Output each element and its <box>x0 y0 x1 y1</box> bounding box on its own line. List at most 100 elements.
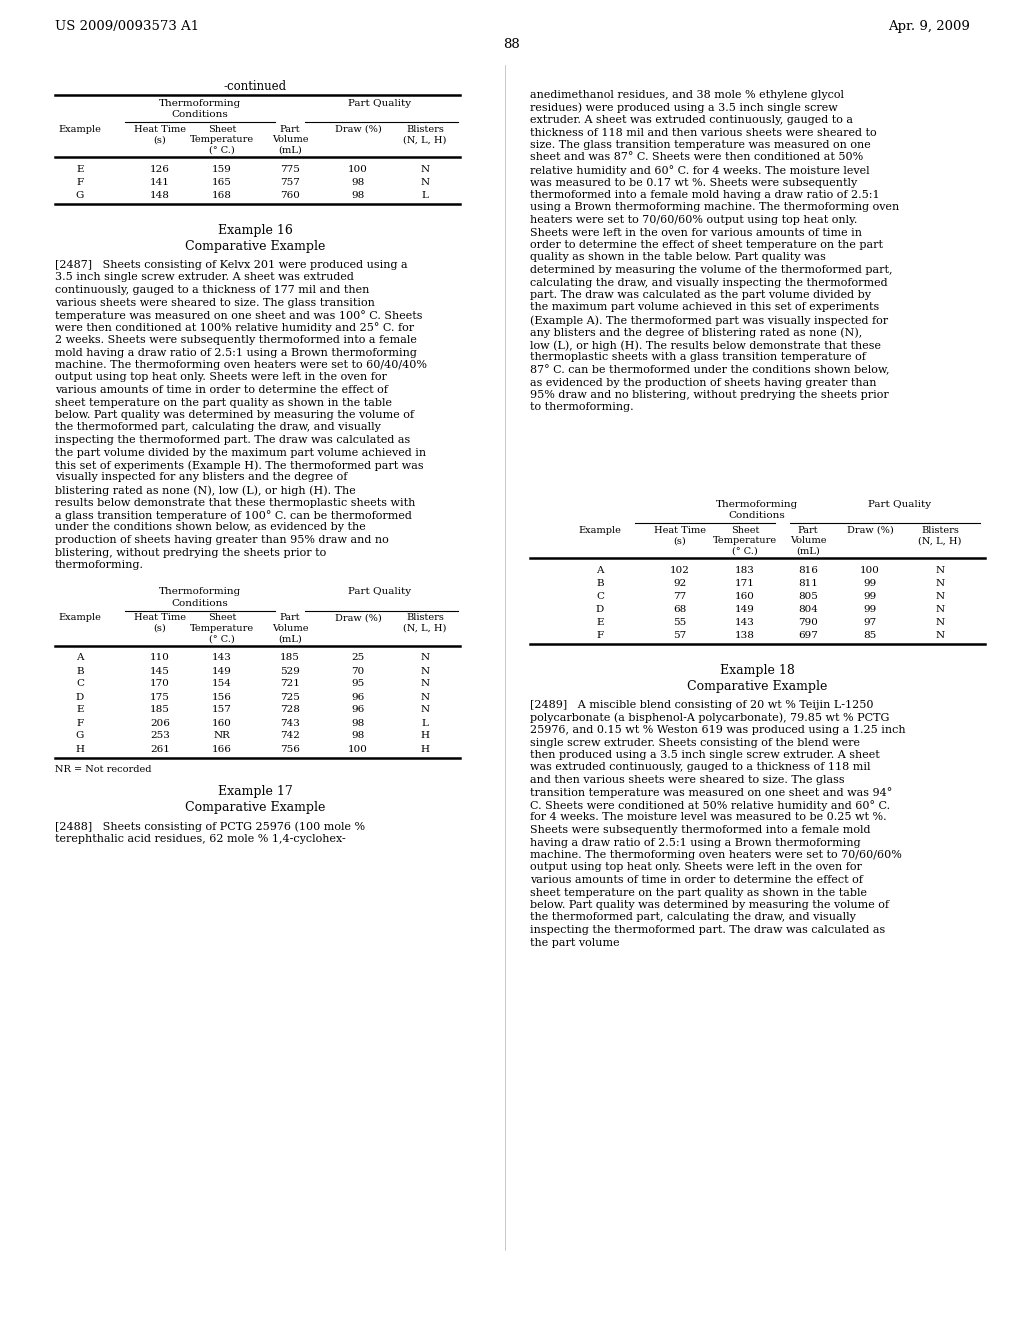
Text: Draw (%): Draw (%) <box>335 614 381 623</box>
Text: 143: 143 <box>735 618 755 627</box>
Text: 143: 143 <box>212 653 232 663</box>
Text: 87° C. can be thermoformed under the conditions shown below,: 87° C. can be thermoformed under the con… <box>530 366 890 376</box>
Text: Heat Time
(s): Heat Time (s) <box>134 125 186 144</box>
Text: 98: 98 <box>351 731 365 741</box>
Text: 160: 160 <box>212 718 232 727</box>
Text: Example 17: Example 17 <box>218 785 293 799</box>
Text: output using top heat only. Sheets were left in the oven for: output using top heat only. Sheets were … <box>530 862 862 873</box>
Text: Part Quality: Part Quality <box>868 500 932 510</box>
Text: Blisters
(N, L, H): Blisters (N, L, H) <box>403 125 446 144</box>
Text: 757: 757 <box>280 178 300 187</box>
Text: G: G <box>76 191 84 201</box>
Text: 175: 175 <box>151 693 170 701</box>
Text: [2488]   Sheets consisting of PCTG 25976 (100 mole %: [2488] Sheets consisting of PCTG 25976 (… <box>55 821 366 832</box>
Text: 790: 790 <box>798 618 818 627</box>
Text: L: L <box>422 718 428 727</box>
Text: 183: 183 <box>735 566 755 576</box>
Text: NR = Not recorded: NR = Not recorded <box>55 766 152 775</box>
Text: below. Part quality was determined by measuring the volume of: below. Part quality was determined by me… <box>55 411 414 420</box>
Text: machine. The thermoforming oven heaters were set to 60/40/40%: machine. The thermoforming oven heaters … <box>55 360 427 370</box>
Text: using a Brown thermoforming machine. The thermoforming oven: using a Brown thermoforming machine. The… <box>530 202 899 213</box>
Text: Part
Volume
(mL): Part Volume (mL) <box>790 525 826 556</box>
Text: thermoplastic sheets with a glass transition temperature of: thermoplastic sheets with a glass transi… <box>530 352 866 363</box>
Text: single screw extruder. Sheets consisting of the blend were: single screw extruder. Sheets consisting… <box>530 738 860 747</box>
Text: 811: 811 <box>798 579 818 587</box>
Text: 96: 96 <box>351 693 365 701</box>
Text: Sheet
Temperature
(° C.): Sheet Temperature (° C.) <box>189 125 254 154</box>
Text: Example: Example <box>58 125 101 135</box>
Text: residues) were produced using a 3.5 inch single screw: residues) were produced using a 3.5 inch… <box>530 103 838 114</box>
Text: N: N <box>936 631 944 640</box>
Text: 725: 725 <box>280 693 300 701</box>
Text: 165: 165 <box>212 178 232 187</box>
Text: 92: 92 <box>674 579 687 587</box>
Text: N: N <box>936 618 944 627</box>
Text: to thermoforming.: to thermoforming. <box>530 403 634 412</box>
Text: Example: Example <box>58 614 101 623</box>
Text: 170: 170 <box>151 680 170 689</box>
Text: 57: 57 <box>674 631 687 640</box>
Text: mold having a draw ratio of 2.5:1 using a Brown thermoforming: mold having a draw ratio of 2.5:1 using … <box>55 347 417 358</box>
Text: 816: 816 <box>798 566 818 576</box>
Text: NR: NR <box>214 731 230 741</box>
Text: C: C <box>596 591 604 601</box>
Text: having a draw ratio of 2.5:1 using a Brown thermoforming: having a draw ratio of 2.5:1 using a Bro… <box>530 837 860 847</box>
Text: a glass transition temperature of 100° C. can be thermoformed: a glass transition temperature of 100° C… <box>55 510 412 521</box>
Text: thermoformed into a female mold having a draw ratio of 2.5:1: thermoformed into a female mold having a… <box>530 190 880 201</box>
Text: 95: 95 <box>351 680 365 689</box>
Text: results below demonstrate that these thermoplastic sheets with: results below demonstrate that these the… <box>55 498 416 507</box>
Text: 253: 253 <box>151 731 170 741</box>
Text: 100: 100 <box>348 165 368 174</box>
Text: and then various sheets were sheared to size. The glass: and then various sheets were sheared to … <box>530 775 845 785</box>
Text: 742: 742 <box>280 731 300 741</box>
Text: any blisters and the degree of blistering rated as none (N),: any blisters and the degree of blisterin… <box>530 327 862 338</box>
Text: 25: 25 <box>351 653 365 663</box>
Text: F: F <box>77 178 84 187</box>
Text: A: A <box>76 653 84 663</box>
Text: 149: 149 <box>212 667 232 676</box>
Text: Example 16: Example 16 <box>217 224 293 238</box>
Text: anedimethanol residues, and 38 mole % ethylene glycol: anedimethanol residues, and 38 mole % et… <box>530 90 844 100</box>
Text: 760: 760 <box>280 191 300 201</box>
Text: as evidenced by the production of sheets having greater than: as evidenced by the production of sheets… <box>530 378 877 388</box>
Text: 728: 728 <box>280 705 300 714</box>
Text: H: H <box>421 731 429 741</box>
Text: Thermoforming: Thermoforming <box>159 99 241 108</box>
Text: Comparative Example: Comparative Example <box>184 240 326 253</box>
Text: below. Part quality was determined by measuring the volume of: below. Part quality was determined by me… <box>530 900 889 909</box>
Text: Sheets were subsequently thermoformed into a female mold: Sheets were subsequently thermoformed in… <box>530 825 870 836</box>
Text: [2487]   Sheets consisting of Kelvx 201 were produced using a: [2487] Sheets consisting of Kelvx 201 we… <box>55 260 408 271</box>
Text: the part volume divided by the maximum part volume achieved in: the part volume divided by the maximum p… <box>55 447 426 458</box>
Text: Part Quality: Part Quality <box>348 587 412 597</box>
Text: size. The glass transition temperature was measured on one: size. The glass transition temperature w… <box>530 140 870 150</box>
Text: G: G <box>76 731 84 741</box>
Text: inspecting the thermoformed part. The draw was calculated as: inspecting the thermoformed part. The dr… <box>55 436 411 445</box>
Text: Draw (%): Draw (%) <box>847 525 893 535</box>
Text: 98: 98 <box>351 191 365 201</box>
Text: Conditions: Conditions <box>172 598 228 607</box>
Text: Sheet
Temperature
(° C.): Sheet Temperature (° C.) <box>713 525 777 556</box>
Text: Conditions: Conditions <box>172 110 228 119</box>
Text: N: N <box>421 705 429 714</box>
Text: part. The draw was calculated as the part volume divided by: part. The draw was calculated as the par… <box>530 290 871 300</box>
Text: 70: 70 <box>351 667 365 676</box>
Text: N: N <box>936 605 944 614</box>
Text: N: N <box>421 178 429 187</box>
Text: Heat Time
(s): Heat Time (s) <box>134 614 186 632</box>
Text: transition temperature was measured on one sheet and was 94°: transition temperature was measured on o… <box>530 788 892 799</box>
Text: 171: 171 <box>735 579 755 587</box>
Text: output using top heat only. Sheets were left in the oven for: output using top heat only. Sheets were … <box>55 372 387 383</box>
Text: 145: 145 <box>151 667 170 676</box>
Text: D: D <box>76 693 84 701</box>
Text: 697: 697 <box>798 631 818 640</box>
Text: temperature was measured on one sheet and was 100° C. Sheets: temperature was measured on one sheet an… <box>55 310 423 321</box>
Text: 25976, and 0.15 wt % Weston 619 was produced using a 1.25 inch: 25976, and 0.15 wt % Weston 619 was prod… <box>530 725 905 735</box>
Text: C: C <box>76 680 84 689</box>
Text: 804: 804 <box>798 605 818 614</box>
Text: Example: Example <box>579 525 622 535</box>
Text: 68: 68 <box>674 605 687 614</box>
Text: sheet temperature on the part quality as shown in the table: sheet temperature on the part quality as… <box>55 397 392 408</box>
Text: polycarbonate (a bisphenol-A polycarbonate), 79.85 wt % PCTG: polycarbonate (a bisphenol-A polycarbona… <box>530 713 890 723</box>
Text: calculating the draw, and visually inspecting the thermoformed: calculating the draw, and visually inspe… <box>530 277 888 288</box>
Text: the maximum part volume achieved in this set of experiments: the maximum part volume achieved in this… <box>530 302 880 313</box>
